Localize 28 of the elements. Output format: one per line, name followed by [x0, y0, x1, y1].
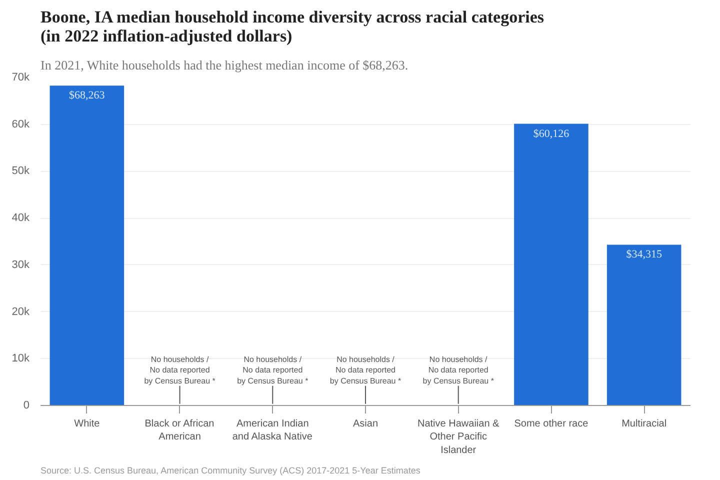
- x-tick-label: Black or African American: [144, 418, 214, 443]
- x-tick-label: Some other race: [514, 418, 589, 430]
- y-tick-label: 30k: [12, 258, 30, 271]
- y-tick-label: 20k: [12, 306, 30, 318]
- x-tick-label: Native Hawaiian & Other Pacific Islander: [418, 418, 500, 456]
- annotation: No households / No data reported by Census Bureau *: [422, 354, 494, 386]
- data-label: $60,126: [533, 128, 570, 140]
- data-label: $34,315: [626, 248, 662, 261]
- y-tick-label: 50k: [12, 165, 30, 178]
- annotation: No households / No data reported by Census Bureau *: [237, 354, 308, 386]
- y-tick-label: 10k: [12, 352, 30, 365]
- data-label: $68,263: [69, 90, 106, 102]
- annotation: No households / No data reported by Census Bureau *: [330, 354, 402, 386]
- chart-title: Boone, IA median household income diversity across racial categories (in 2022 inflation-adjusted dollars): [40, 8, 544, 46]
- bar: [606, 244, 682, 406]
- x-tick-label: American Indian and Alaska Native: [232, 418, 313, 443]
- x-tick-label: White: [74, 418, 100, 430]
- bar: [514, 124, 588, 406]
- y-tick-label: 70k: [12, 72, 30, 84]
- x-tick-label: Asian: [352, 418, 378, 430]
- source-note: Source: U.S. Census Bureau, American Community Survey (ACS) 2017-2021 5-Year Estimates: [40, 466, 421, 476]
- annotation: No households / No data reported by Census Bureau *: [144, 354, 216, 386]
- y-tick-label: 0: [23, 400, 30, 412]
- x-tick-label: Multiracial: [622, 418, 667, 430]
- y-tick-label: 60k: [12, 118, 30, 130]
- y-tick-label: 40k: [12, 212, 30, 224]
- bar: [50, 86, 124, 406]
- chart-subtitle: In 2021, White households had the highest median income of $68,263.: [40, 58, 408, 72]
